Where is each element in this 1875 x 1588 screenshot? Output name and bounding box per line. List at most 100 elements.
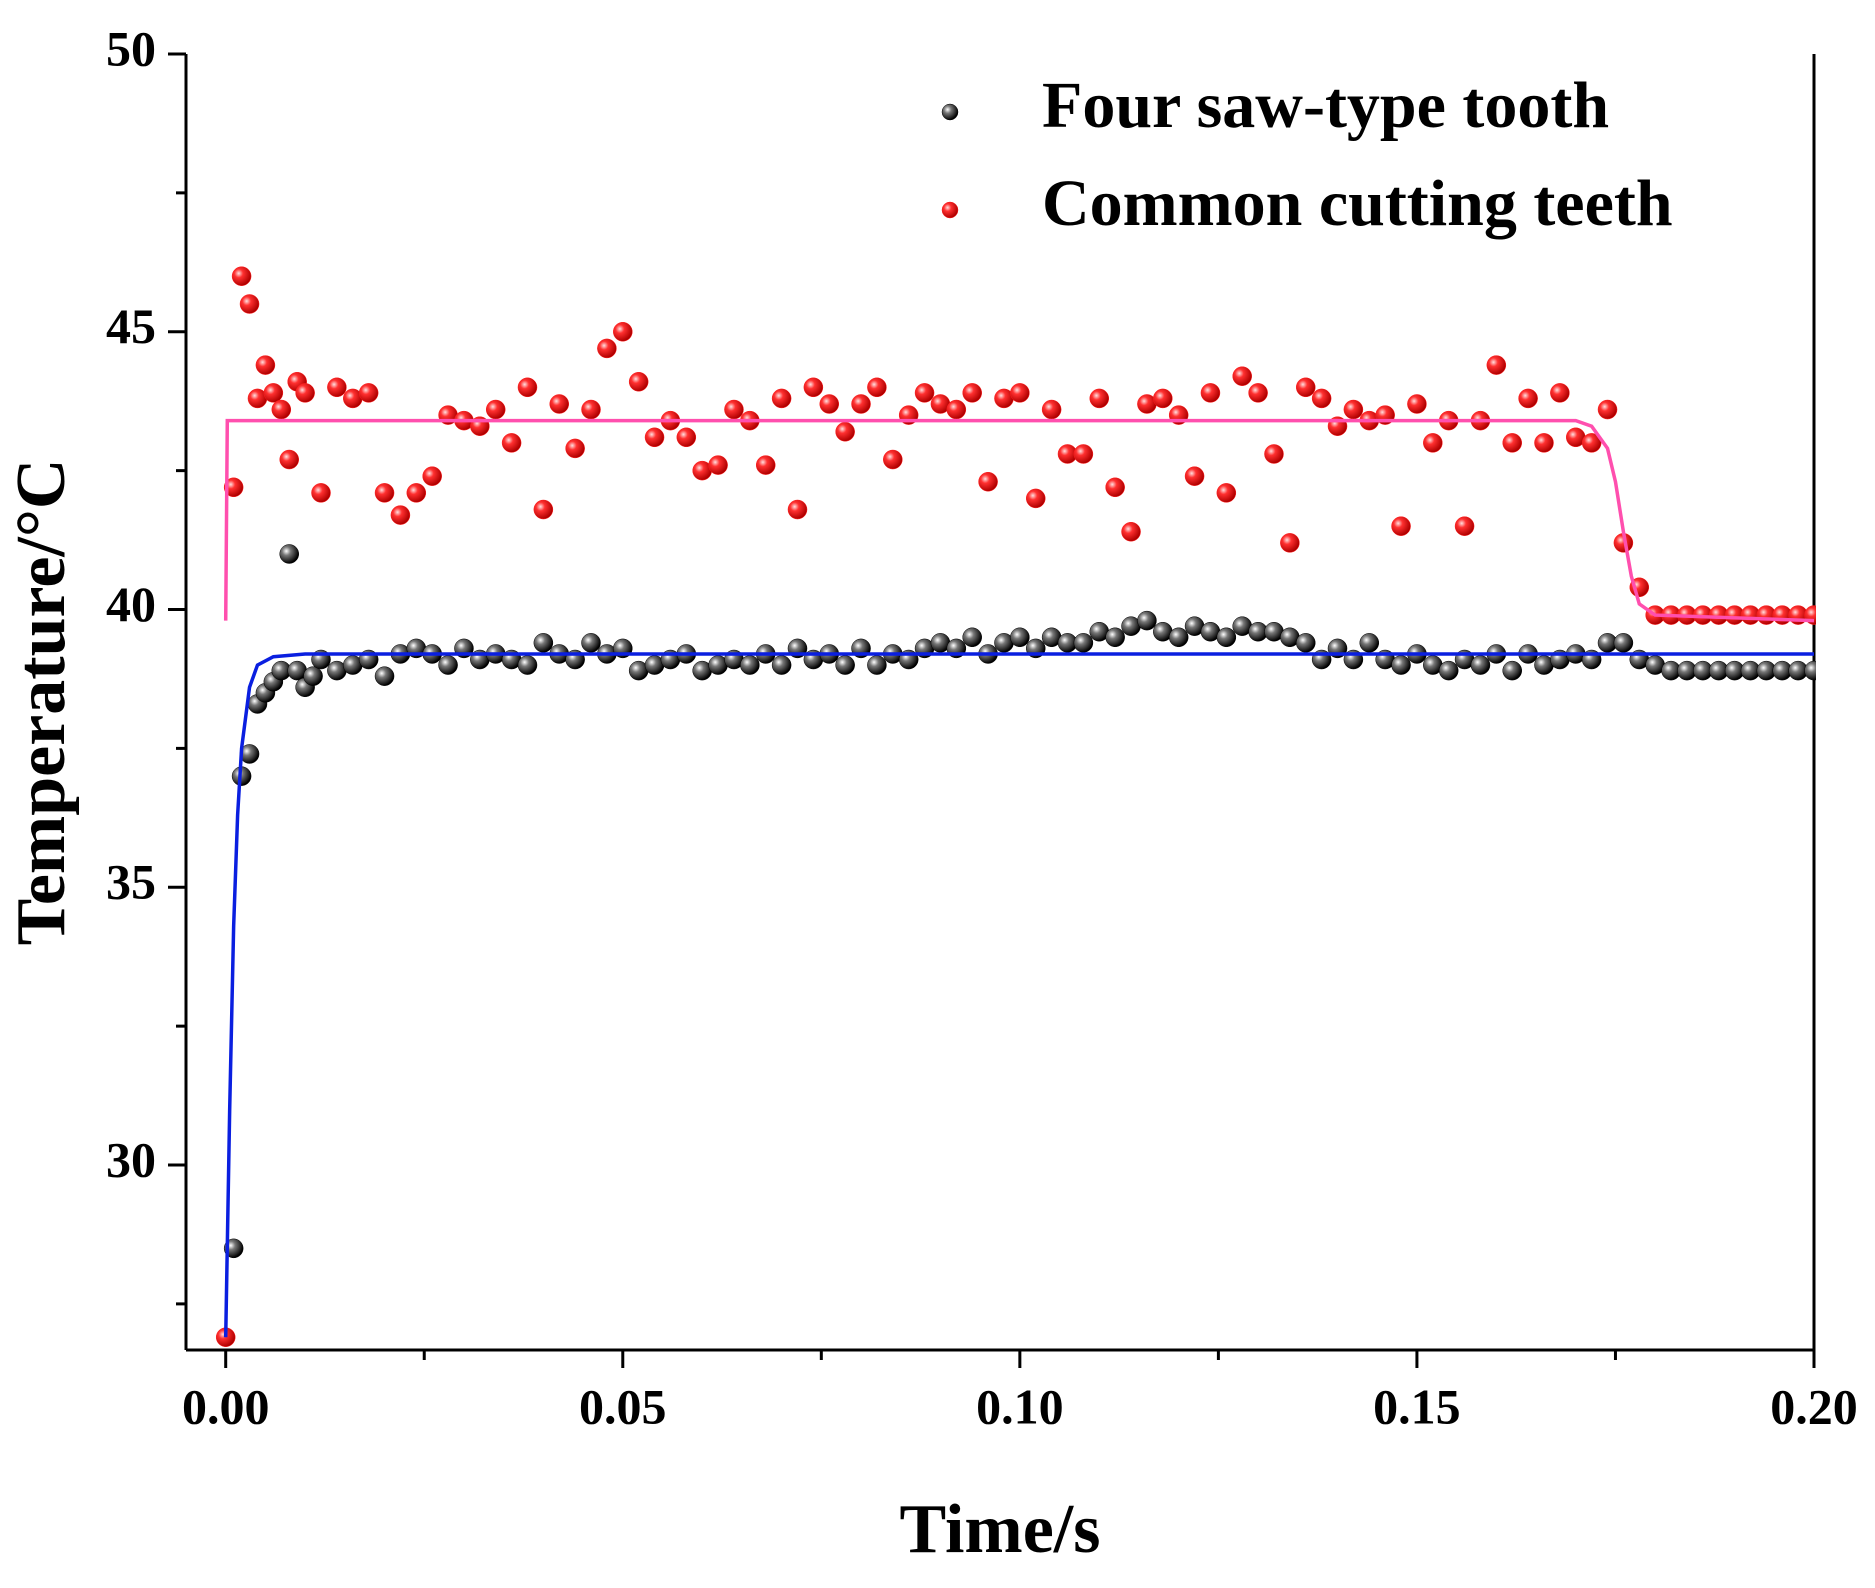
data-point — [1295, 633, 1316, 653]
data-point — [755, 455, 776, 475]
y-tick-label: 35 — [106, 854, 156, 910]
data-point — [1518, 388, 1538, 409]
data-point — [271, 399, 292, 420]
data-point — [1089, 388, 1110, 409]
data-point — [1153, 388, 1173, 409]
data-point — [740, 655, 760, 675]
data-point — [1597, 399, 1618, 420]
x-tick-label: 0.10 — [976, 1378, 1064, 1434]
data-point — [1534, 433, 1554, 453]
data-point — [255, 355, 276, 375]
data-point — [533, 499, 554, 520]
data-point — [1010, 383, 1030, 403]
data-point — [1613, 633, 1634, 653]
data-point — [1121, 521, 1141, 542]
data-point — [1216, 627, 1237, 648]
data-point — [1073, 444, 1094, 464]
data-point — [1407, 394, 1427, 414]
data-point — [1486, 355, 1507, 375]
legend-label: Four saw-type tooth — [1042, 69, 1609, 142]
data-point — [327, 377, 347, 398]
data-point — [676, 427, 697, 448]
data-point — [724, 399, 744, 420]
data-point — [311, 483, 331, 503]
x-tick-label: 0.05 — [579, 1378, 667, 1434]
data-point — [883, 449, 903, 470]
data-point — [1200, 383, 1221, 403]
data-point — [1280, 533, 1300, 553]
data-point — [1105, 627, 1125, 648]
data-point — [1025, 488, 1046, 509]
data-point — [613, 322, 633, 342]
data-point — [1502, 433, 1522, 453]
x-tick-label: 0.00 — [182, 1378, 270, 1434]
data-point — [1391, 655, 1411, 675]
data-point — [303, 666, 323, 686]
data-point — [1184, 466, 1205, 486]
data-point — [867, 655, 887, 675]
data-point — [835, 655, 855, 675]
legend-marker — [941, 201, 959, 219]
data-point — [597, 338, 617, 359]
data-point — [962, 627, 982, 648]
fit-line — [223, 418, 1815, 623]
data-point — [628, 371, 649, 392]
data-point — [1359, 633, 1380, 653]
data-point — [279, 449, 299, 470]
data-point — [581, 633, 601, 653]
data-point — [1454, 516, 1475, 536]
data-point — [1423, 433, 1443, 453]
data-point — [644, 427, 665, 448]
data-point — [708, 455, 728, 475]
data-point — [295, 383, 315, 403]
data-point — [501, 433, 522, 453]
y-tick-label: 30 — [106, 1131, 156, 1187]
data-point — [1438, 660, 1459, 681]
data-point — [485, 399, 506, 420]
data-point — [1248, 383, 1268, 403]
data-point — [374, 666, 395, 686]
legend-marker — [941, 103, 959, 121]
data-point — [223, 477, 244, 498]
data-point — [1216, 483, 1237, 503]
data-point — [565, 438, 585, 459]
data-point — [263, 383, 284, 403]
data-point — [1343, 399, 1364, 420]
data-point — [549, 394, 569, 414]
data-point — [1073, 633, 1094, 653]
data-point — [1581, 433, 1602, 453]
data-point — [1041, 399, 1062, 420]
plot-area — [215, 266, 1816, 1347]
data-point — [851, 394, 871, 414]
y-tick-label: 40 — [106, 576, 156, 632]
data-point — [581, 399, 601, 420]
data-point — [1295, 377, 1316, 398]
data-point — [1264, 444, 1284, 464]
data-point — [771, 655, 792, 675]
data-point — [1232, 366, 1252, 386]
y-tick-label: 50 — [106, 20, 156, 76]
data-point — [962, 383, 982, 403]
data-point — [946, 399, 967, 420]
data-point — [1010, 627, 1030, 648]
data-point — [819, 394, 840, 414]
x-tick-label: 0.20 — [1770, 1378, 1858, 1434]
data-point — [358, 383, 379, 403]
data-point — [771, 388, 792, 409]
data-point — [390, 505, 411, 525]
data-point — [1311, 388, 1332, 409]
data-point — [1502, 660, 1522, 681]
x-tick-label: 0.15 — [1373, 1378, 1461, 1434]
data-point — [517, 377, 538, 398]
data-point — [438, 655, 458, 675]
fit-line — [223, 652, 1814, 1338]
data-point — [533, 633, 554, 653]
data-point — [1804, 660, 1816, 681]
y-tick-label: 45 — [106, 298, 156, 354]
data-point — [1168, 627, 1189, 648]
data-point — [1391, 516, 1411, 536]
data-point — [835, 421, 855, 442]
data-point — [239, 294, 260, 314]
data-point — [406, 483, 427, 503]
